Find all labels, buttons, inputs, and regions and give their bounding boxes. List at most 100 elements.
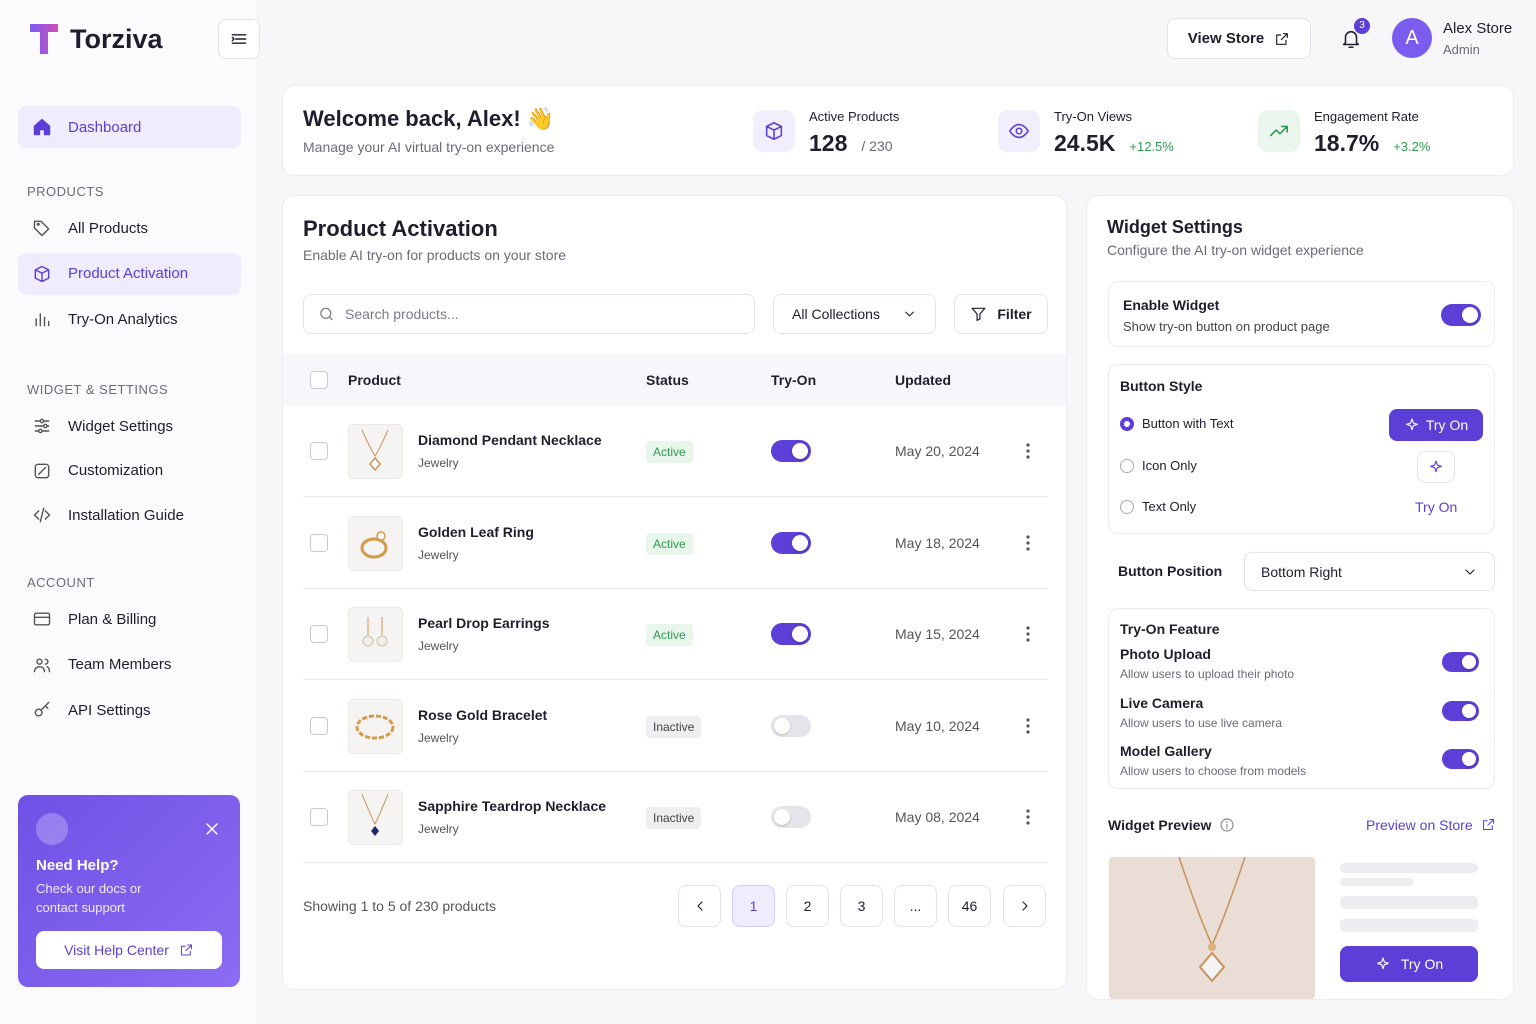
updated-date: May 18, 2024 (895, 534, 980, 551)
position-select[interactable]: Bottom Right (1244, 552, 1495, 591)
position-value: Bottom Right (1261, 563, 1342, 580)
option-label: Icon Only (1142, 457, 1197, 473)
product-thumbnail (348, 424, 403, 479)
try-on-toggle[interactable] (771, 440, 811, 462)
prev-page[interactable] (678, 885, 721, 927)
page-label: 2 (803, 898, 812, 914)
feature-text: Allow users to use live camera (1120, 715, 1283, 730)
page-button[interactable]: 2 (786, 885, 829, 927)
nav-label: API Settings (68, 701, 151, 719)
collapse-button[interactable] (218, 19, 260, 59)
info-icon (1220, 818, 1234, 832)
nav-item[interactable]: Try-On Analytics (18, 298, 241, 340)
row-checkbox[interactable] (310, 533, 328, 552)
widget-card: Widget Settings Configure the AI try-on … (1086, 195, 1514, 1000)
stat-value: 24.5K (1054, 130, 1116, 156)
nav-section-title: ACCOUNT (27, 575, 95, 590)
nav-item[interactable]: Product Activation (18, 252, 241, 295)
features-box: Try-On Feature Photo Upload Allow users t… (1108, 608, 1495, 789)
collection-label: All Collections (792, 306, 880, 322)
collection-select[interactable]: All Collections (773, 294, 936, 334)
row-menu[interactable] (1023, 807, 1033, 827)
filter-button[interactable]: Filter (954, 294, 1048, 334)
nav-label: Customization (68, 462, 164, 479)
feature-title: Live Camera (1120, 694, 1204, 711)
product-category: Jewelry (418, 730, 459, 745)
row-menu[interactable] (1023, 533, 1033, 553)
page-button[interactable]: 46 (948, 885, 991, 927)
next-page[interactable] (1003, 885, 1046, 927)
nav-item[interactable]: Dashboard (18, 106, 241, 148)
nav-section-title: WIDGET & SETTINGS (27, 382, 169, 397)
feature-toggle[interactable] (1442, 700, 1479, 721)
help-button[interactable]: Visit Help Center (36, 931, 222, 969)
radio[interactable] (1120, 417, 1134, 431)
nav-item[interactable]: Customization (18, 450, 241, 492)
close-button[interactable] (202, 819, 222, 839)
row-menu[interactable] (1023, 624, 1033, 644)
product-thumbnail (348, 790, 403, 845)
page-button[interactable]: ... (894, 885, 937, 927)
nav-item[interactable]: Team Members (18, 644, 241, 686)
page-button[interactable]: 1 (732, 885, 775, 927)
nav-item[interactable]: API Settings (18, 689, 241, 731)
nav-label: Widget Settings (68, 417, 174, 435)
row-checkbox[interactable] (310, 442, 328, 460)
view-store-button[interactable]: View Store (1167, 18, 1311, 59)
avatar[interactable]: A (1392, 18, 1432, 58)
column-header: Status (646, 372, 689, 388)
card-subtitle: Enable AI try-on for products on your st… (303, 247, 567, 263)
row-menu[interactable] (1023, 716, 1033, 736)
product-row: Diamond Pendant Necklace Jewelry Active … (283, 406, 1068, 497)
nav-label: Product Activation (68, 265, 189, 282)
welcome-title: Welcome back, Alex! 👋 (303, 106, 555, 131)
search-input[interactable]: Search products... (303, 294, 755, 334)
try-on-toggle[interactable] (771, 714, 811, 737)
widget-subtitle: Configure the AI try-on widget experienc… (1107, 242, 1364, 258)
feature-toggle[interactable] (1442, 652, 1479, 672)
nav-item[interactable]: Plan & Billing (18, 598, 241, 640)
nav-label: Dashboard (68, 118, 142, 136)
column-header: Product (348, 372, 401, 388)
stat-values: 24.5K +12.5% (1054, 130, 1174, 157)
nav-item[interactable]: Installation Guide (18, 494, 241, 536)
brand-name: Torziva (70, 24, 163, 54)
nav-label: Plan & Billing (68, 610, 157, 628)
product-row: Golden Leaf Ring Jewelry Active May 18, … (283, 498, 1068, 589)
updated-date: May 08, 2024 (895, 809, 980, 825)
feature-toggle[interactable] (1442, 749, 1479, 769)
product-category: Jewelry (418, 822, 459, 836)
select-all-checkbox[interactable] (310, 371, 328, 389)
row-menu[interactable] (1023, 441, 1033, 461)
row-checkbox[interactable] (310, 625, 328, 643)
radio[interactable] (1120, 500, 1134, 514)
try-on-toggle[interactable] (771, 623, 811, 645)
preview-link[interactable]: Preview on Store (1366, 817, 1496, 833)
widget-title: Widget Settings (1107, 217, 1243, 237)
try-on-toggle[interactable] (771, 531, 811, 554)
feature-text: Allow users to upload their photo (1120, 667, 1295, 681)
stat-values: 128 / 230 (809, 130, 893, 157)
radio[interactable] (1120, 458, 1134, 473)
product-name: Rose Gold Bracelet (418, 706, 548, 723)
nav-item[interactable]: All Products (18, 207, 241, 249)
preview-link-label: Preview on Store (1366, 817, 1473, 833)
row-checkbox[interactable] (310, 716, 328, 735)
column-header: Updated (895, 372, 951, 388)
nav-item[interactable]: Widget Settings (18, 405, 241, 447)
option-label: Button with Text (1142, 416, 1234, 431)
try-on-toggle[interactable] (771, 806, 811, 828)
bell-icon[interactable] (1340, 28, 1362, 50)
enable-toggle[interactable] (1441, 304, 1481, 326)
help-button-label: Visit Help Center (64, 942, 169, 958)
feature-title: Photo Upload (1120, 646, 1211, 662)
preview-try-on-button[interactable]: Try On (1340, 946, 1478, 982)
feature-text: Allow users to choose from models (1120, 764, 1307, 778)
page-button[interactable]: 3 (840, 885, 883, 927)
updated-date: May 15, 2024 (895, 626, 980, 642)
row-checkbox[interactable] (310, 808, 328, 826)
card-title: Product Activation (303, 216, 498, 241)
stat-value: 128 (809, 130, 848, 156)
stat-total: / 230 (861, 138, 893, 154)
